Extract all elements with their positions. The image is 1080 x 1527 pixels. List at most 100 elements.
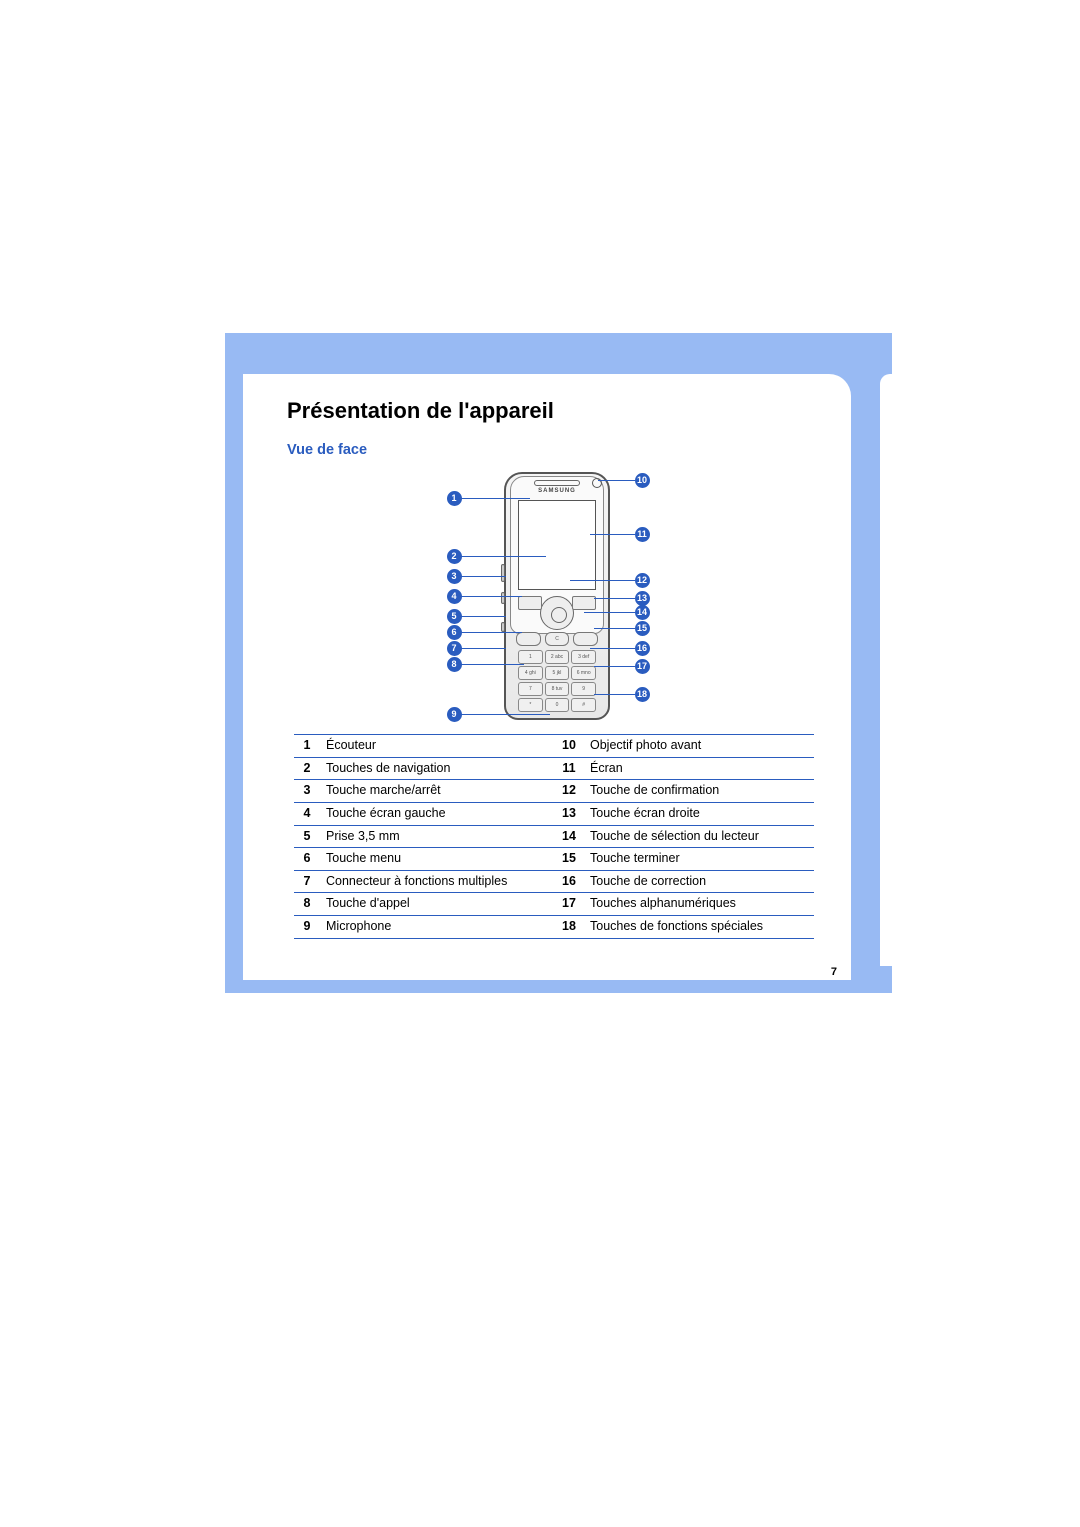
table-row: 7Connecteur à fonctions multiples16Touch… [294,870,814,893]
document-sheet: Présentation de l'appareil Vue de face S… [0,0,1080,1527]
callout-18: 18 [635,687,650,702]
callout-lead [594,598,635,599]
legend-label: Prise 3,5 mm [320,825,554,848]
legend-label: Touches alphanumériques [584,893,814,916]
legend-label: Touche écran droite [584,802,814,825]
key-icon: 1 [518,650,543,664]
legend-number: 1 [294,735,320,758]
legend-number: 11 [554,757,584,780]
earpiece-icon [534,480,580,486]
callout-13: 13 [635,591,650,606]
callout-11: 11 [635,527,650,542]
callout-lead [461,616,506,617]
callout-9: 9 [447,707,462,722]
legend-label: Touche de correction [584,870,814,893]
side-button-icon [501,622,505,632]
table-row: 5Prise 3,5 mm14Touche de sélection du le… [294,825,814,848]
legend-label: Touche menu [320,848,554,871]
legend-number: 5 [294,825,320,848]
page-title: Présentation de l'appareil [287,398,821,424]
section-title: Vue de face [287,442,821,458]
legend-label: Touche de sélection du lecteur [584,825,814,848]
callout-1: 1 [447,491,462,506]
legend-number: 13 [554,802,584,825]
manual-page: Présentation de l'appareil Vue de face S… [243,374,851,980]
clear-key-icon: C [545,632,570,646]
side-button-icon [501,564,505,582]
legend-number: 6 [294,848,320,871]
legend-number: 3 [294,780,320,803]
key-icon: 7 [518,682,543,696]
callout-10: 10 [635,473,650,488]
end-key-icon [573,632,598,646]
callout-lead [461,632,522,633]
callout-lead [461,596,522,597]
callout-lead [594,628,635,629]
legend-number: 15 [554,848,584,871]
legend-label: Touche terminer [584,848,814,871]
table-row: 1Écouteur10Objectif photo avant [294,735,814,758]
legend-label: Écran [584,757,814,780]
key-icon: 6 mno [571,666,596,680]
legend-label: Connecteur à fonctions multiples [320,870,554,893]
callout-6: 6 [447,625,462,640]
key-icon: 0 [545,698,570,712]
legend-label: Écouteur [320,735,554,758]
legend-number: 14 [554,825,584,848]
callout-lead [598,480,635,481]
legend-label: Touche de confirmation [584,780,814,803]
left-softkey-icon [518,596,542,610]
legend-number: 12 [554,780,584,803]
callout-lead [570,580,635,581]
brand-label: SAMSUNG [504,488,610,494]
callout-3: 3 [447,569,462,584]
callout-4: 4 [447,589,462,604]
table-row: 3Touche marche/arrêt12Touche de confirma… [294,780,814,803]
callout-lead [594,694,635,695]
legend-number: 17 [554,893,584,916]
table-row: 4Touche écran gauche13Touche écran droit… [294,802,814,825]
callout-15: 15 [635,621,650,636]
side-button-icon [501,592,505,604]
keypad-icon: 12 abc3 def4 ghi5 jkl6 mno78 tuv9*0# [518,650,596,712]
parts-legend-table: 1Écouteur10Objectif photo avant2Touches … [294,734,814,939]
key-icon: # [571,698,596,712]
key-icon: 2 abc [545,650,570,664]
callout-12: 12 [635,573,650,588]
callout-lead [584,612,635,613]
legend-number: 16 [554,870,584,893]
key-icon: 9 [571,682,596,696]
key-icon: * [518,698,543,712]
callout-lead [461,576,506,577]
legend-label: Touche écran gauche [320,802,554,825]
callout-8: 8 [447,657,462,672]
key-icon: 5 jkl [545,666,570,680]
callout-lead [461,556,546,557]
call-row: C [516,632,598,646]
callout-lead [590,648,635,649]
thumb-tab [880,374,892,966]
softkey-row [518,596,596,610]
callout-lead [461,648,506,649]
legend-label: Touche d'appel [320,893,554,916]
page-number: 7 [831,966,837,978]
legend-number: 18 [554,916,584,939]
legend-number: 9 [294,916,320,939]
callout-7: 7 [447,641,462,656]
callout-14: 14 [635,605,650,620]
table-row: 2Touches de navigation11Écran [294,757,814,780]
key-icon: 3 def [571,650,596,664]
table-row: 6Touche menu15Touche terminer [294,848,814,871]
device-diagram: SAMSUNG C 12 abc3 def4 ghi5 jkl6 mno [294,468,814,728]
table-row: 9Microphone18Touches de fonctions spécia… [294,916,814,939]
legend-number: 2 [294,757,320,780]
legend-label: Touches de fonctions spéciales [584,916,814,939]
key-icon: 8 tuv [545,682,570,696]
legend-number: 10 [554,735,584,758]
legend-number: 8 [294,893,320,916]
right-softkey-icon [572,596,596,610]
table-row: 8Touche d'appel17Touches alphanumériques [294,893,814,916]
legend-number: 4 [294,802,320,825]
callout-2: 2 [447,549,462,564]
callout-lead [594,666,635,667]
